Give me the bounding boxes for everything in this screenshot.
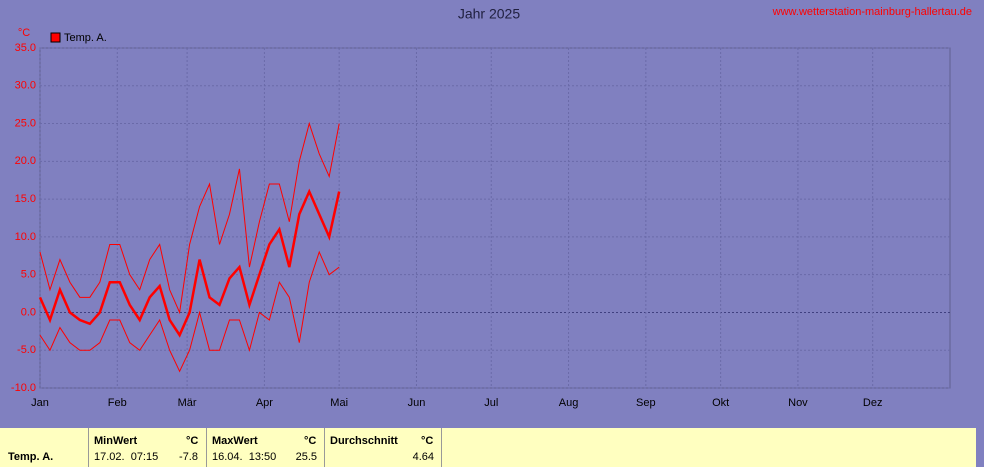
col-unit: °C (304, 435, 317, 447)
col-unit: °C (186, 435, 199, 447)
plot-area (39, 47, 951, 389)
y-tick-label: 15.0 (15, 193, 36, 205)
x-tick-label: Dez (863, 397, 883, 409)
col-header: MinWert (94, 435, 138, 447)
col-value: 25.5 (295, 451, 317, 463)
col-header: MaxWert (212, 435, 258, 447)
col-header: Durchschnitt (330, 435, 398, 447)
col-value: -7.8 (179, 451, 198, 463)
y-unit: °C (18, 27, 30, 39)
x-tick-label: Feb (108, 397, 127, 409)
stats-table: Temp. A. MinWert °C 17.02. 07:15 -7.8 Ma… (0, 428, 976, 467)
y-tick-label: -10.0 (11, 382, 36, 394)
line-high (39, 121, 340, 315)
legend-swatch (50, 32, 61, 43)
y-tick-label: 20.0 (15, 155, 36, 167)
x-tick-label: Jul (484, 397, 498, 409)
y-tick-label: 25.0 (15, 117, 36, 129)
y-tick-label: 35.0 (15, 42, 36, 54)
x-tick-label: Okt (712, 397, 729, 409)
chart: Jahr 2025 www.wetterstation-mainburg-hal… (11, 6, 972, 409)
x-tick-label: Jan (31, 397, 49, 409)
col-time: 16.04. 13:50 (212, 451, 277, 463)
col-value: 4.64 (412, 451, 434, 463)
line-values (38, 188, 341, 338)
legend-label: Temp. A. (64, 32, 107, 44)
y-tick-label: 30.0 (15, 80, 36, 92)
x-tick-label: Aug (559, 397, 579, 409)
x-tick-label: Jun (408, 397, 426, 409)
col-time: 17.02. 07:15 (94, 451, 159, 463)
x-tick-label: Mär (178, 397, 197, 409)
x-tick-label: Nov (788, 397, 808, 409)
y-tick-label: 5.0 (21, 269, 36, 281)
chart-title: Jahr 2025 (458, 6, 520, 22)
source: www.wetterstation-mainburg-hallertau.de (772, 6, 972, 18)
x-tick-label: Sep (636, 397, 656, 409)
x-tick-label: Mai (330, 397, 348, 409)
line-low (39, 250, 340, 373)
row-label: Temp. A. (8, 451, 54, 463)
y-tick-label: -5.0 (17, 344, 36, 356)
col-unit: °C (421, 435, 434, 447)
y-tick-label: 10.0 (15, 231, 36, 243)
y-tick-label: 0.0 (21, 306, 36, 318)
x-tick-label: Apr (256, 397, 273, 409)
